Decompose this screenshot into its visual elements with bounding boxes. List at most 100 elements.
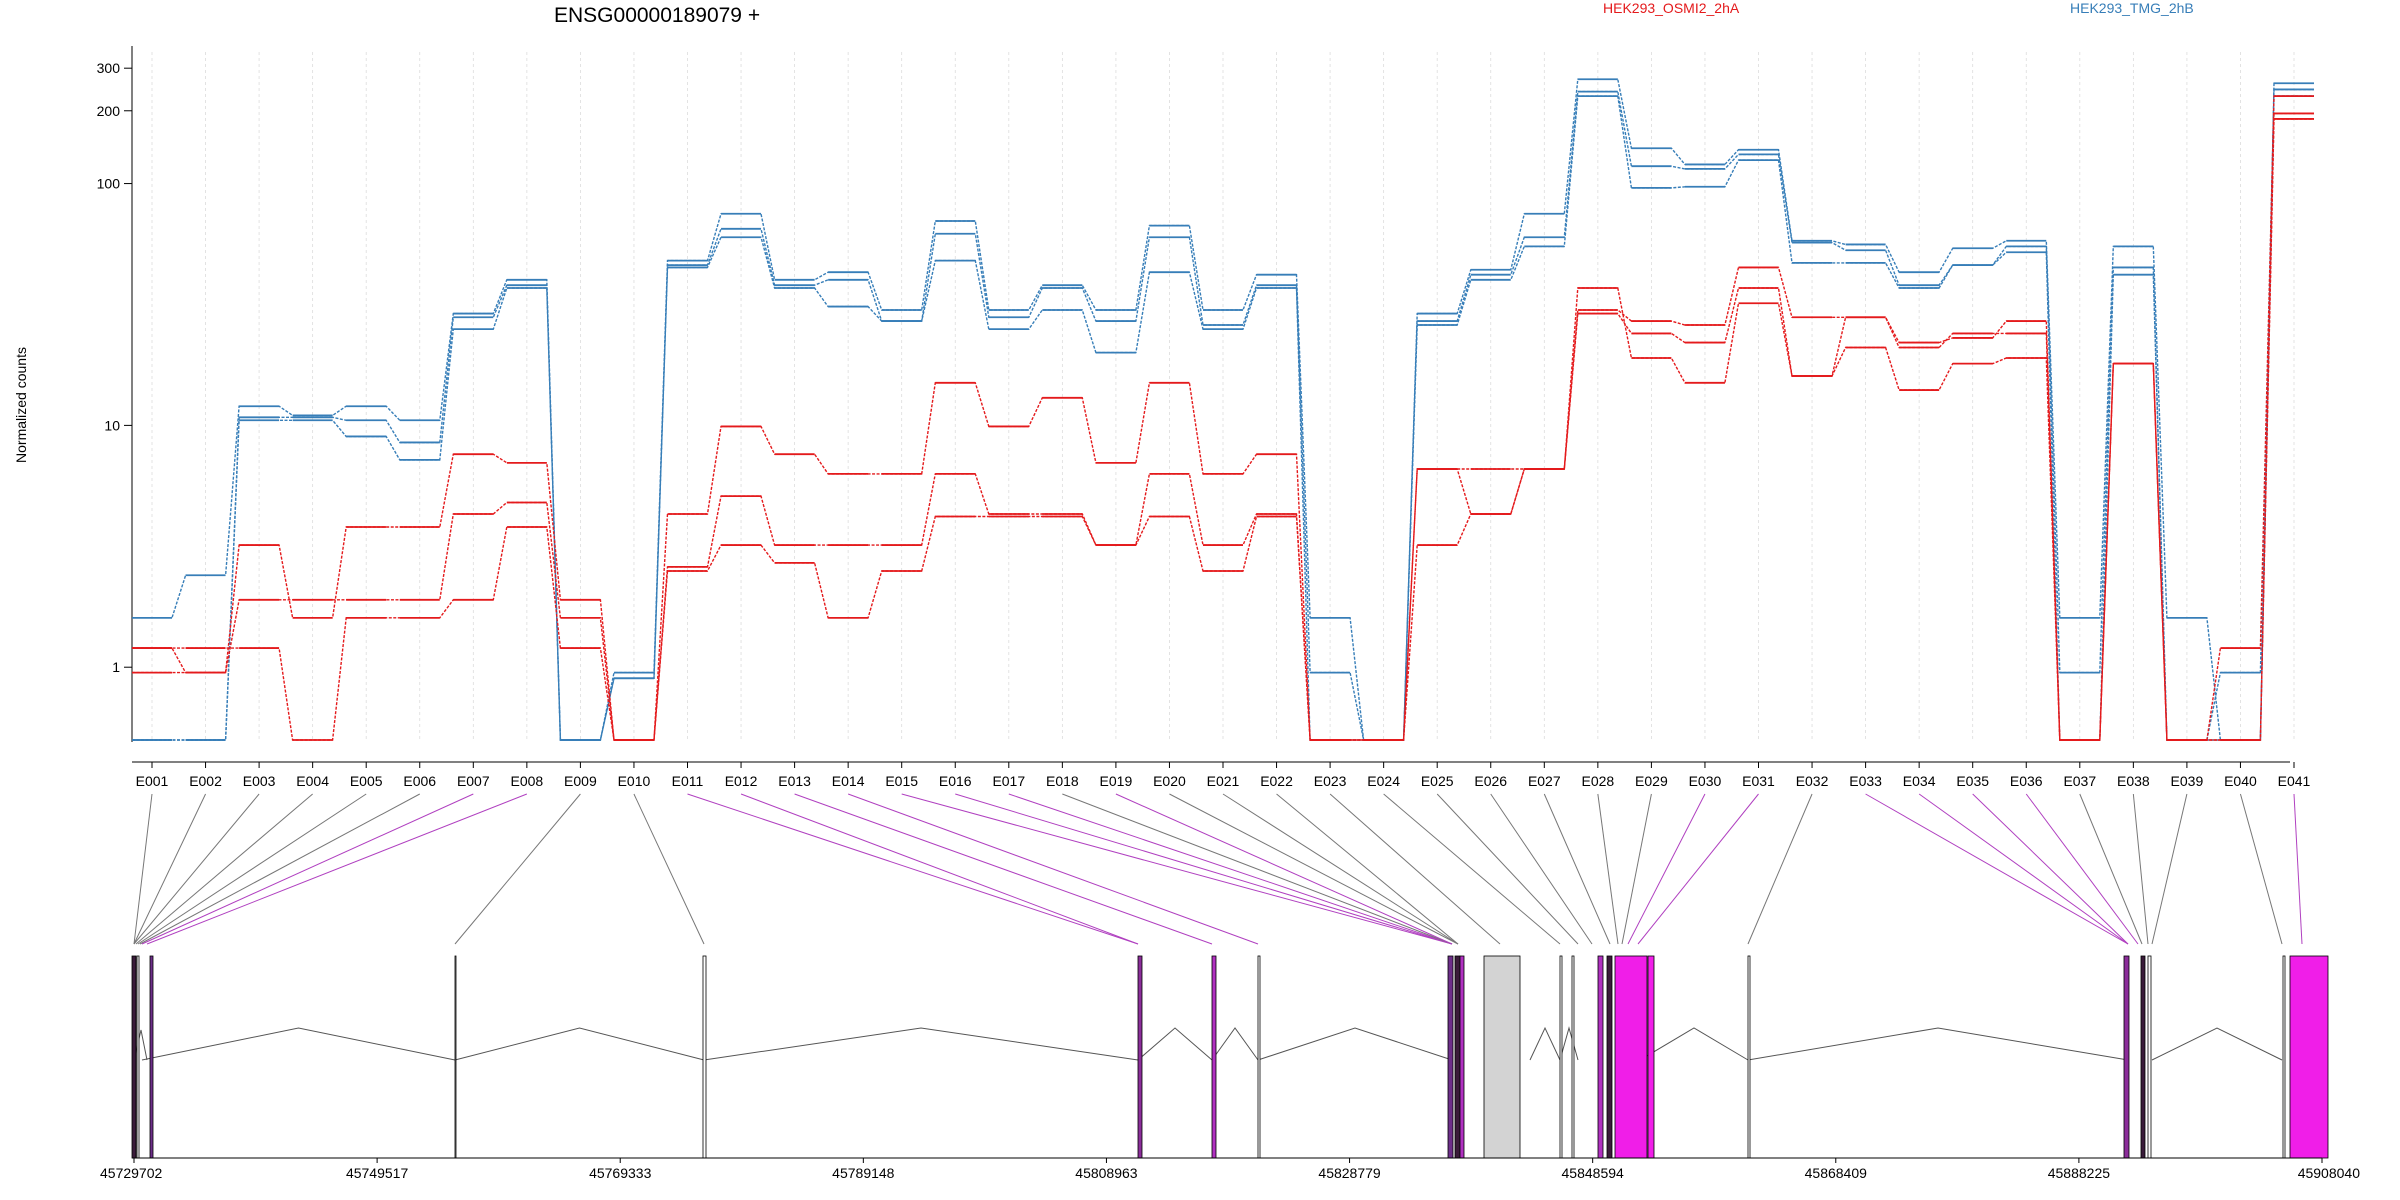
exon-label-e040: E040	[2224, 773, 2257, 789]
y-axis-label: Normalized counts	[13, 347, 29, 463]
coord-label: 45828779	[1318, 1165, 1381, 1181]
genomic-coordinate-axis: 45729702 45749517 45769333 45789148 45808963…	[100, 1157, 2361, 1181]
exon-label-e041: E041	[2278, 773, 2311, 789]
exon-connector	[1865, 793, 2129, 945]
exon-connector	[1972, 793, 2129, 945]
exon-block	[2282, 955, 2286, 1159]
exon-block	[1614, 955, 1648, 1159]
exon-label-e014: E014	[832, 773, 865, 789]
exon-connector	[1222, 793, 1459, 945]
exon-connector	[901, 793, 1453, 945]
exon-label-e009: E009	[564, 773, 597, 789]
series-layer	[132, 78, 2314, 741]
exon-connector	[137, 793, 367, 945]
exon-block	[1606, 955, 1613, 1159]
intron-line	[1137, 1027, 1213, 1061]
exon-connector	[1918, 793, 2129, 945]
coord-label: 45769333	[589, 1165, 652, 1181]
exon-block	[1447, 955, 1454, 1159]
exon-label-e032: E032	[1796, 773, 1829, 789]
coord-label: 45749517	[346, 1165, 409, 1181]
chart-title: ENSG00000189079 +	[554, 4, 760, 27]
legend-label-osmi2: HEK293_OSMI2_2hA	[1603, 0, 1740, 16]
y-tick-label: 200	[97, 103, 121, 119]
exon-block	[1597, 955, 1604, 1159]
exon-label-e027: E027	[1528, 773, 1561, 789]
intron-line	[1529, 1026, 1561, 1061]
intron-line	[141, 1027, 456, 1061]
exon-label-e002: E002	[189, 773, 222, 789]
exon-label-e037: E037	[2063, 773, 2096, 789]
coord-label: 45808963	[1075, 1165, 1138, 1181]
intron-line	[703, 1027, 1139, 1061]
series-6	[132, 118, 2314, 741]
exon-block	[1647, 955, 1655, 1159]
exon-connector	[1621, 793, 1652, 945]
y-axis: 1 10 100 200 300	[97, 46, 133, 742]
exon-connector	[1543, 793, 1611, 945]
exon-connector	[1115, 793, 1453, 945]
exon-connector	[1436, 793, 1579, 945]
gene-model	[131, 955, 2329, 1159]
y-tick-label: 1	[112, 659, 120, 675]
exon-block	[2147, 955, 2152, 1159]
exon-connector	[135, 793, 313, 945]
legend-label-tmg: HEK293_TMG_2hB	[2070, 0, 2194, 16]
exon-connector	[133, 793, 207, 945]
series-line	[132, 95, 2314, 741]
exon-label-e008: E008	[510, 773, 543, 789]
exon-label-e007: E007	[457, 773, 490, 789]
exon-connector	[1008, 793, 1453, 945]
exon-label-e015: E015	[885, 773, 918, 789]
exon-connector	[2293, 793, 2303, 945]
intron-line	[1639, 1027, 1749, 1061]
exon-connector	[1490, 793, 1593, 945]
exon-label-e023: E023	[1314, 773, 1347, 789]
exon-label-e004: E004	[296, 773, 329, 789]
exon-block	[1137, 955, 1143, 1159]
series-line	[132, 118, 2314, 741]
exon-connector	[2079, 793, 2143, 945]
exon-label-e016: E016	[939, 773, 972, 789]
exon-block	[2289, 955, 2329, 1159]
exon-label-e030: E030	[1689, 773, 1722, 789]
exon-connector	[1597, 793, 1619, 945]
exon-block	[702, 955, 707, 1159]
exon-label-e017: E017	[992, 773, 1025, 789]
exon-connector	[141, 793, 474, 945]
coord-label: 45868409	[1805, 1165, 1868, 1181]
exon-connector	[139, 793, 420, 945]
exon-connector	[740, 793, 1139, 945]
exon-label-e012: E012	[725, 773, 758, 789]
exon-label-e011: E011	[672, 773, 704, 789]
exon-label-e022: E022	[1260, 773, 1293, 789]
exon-label-e038: E038	[2117, 773, 2150, 789]
exon-label-e036: E036	[2010, 773, 2043, 789]
exon-block	[2140, 955, 2146, 1159]
exon-connector	[2151, 793, 2188, 945]
coord-label: 45908040	[2298, 1165, 2361, 1181]
exon-label-e029: E029	[1635, 773, 1668, 789]
exon-connector	[1329, 793, 1501, 945]
exon-connector	[1383, 793, 1561, 945]
exon-block	[1559, 955, 1563, 1159]
exon-label-e010: E010	[618, 773, 651, 789]
exon-block	[149, 955, 154, 1159]
exon-connector	[1062, 793, 1453, 945]
intron-line	[1747, 1027, 2129, 1061]
exon-label-e005: E005	[350, 773, 383, 789]
exon-connector	[1276, 793, 1459, 945]
exon-label-e019: E019	[1100, 773, 1133, 789]
exon-connector	[955, 793, 1453, 945]
intron-line	[1211, 1027, 1259, 1061]
exon-connector	[2025, 793, 2139, 945]
exon-block	[1571, 955, 1575, 1159]
y-tick-label: 10	[104, 417, 120, 433]
grid-lines	[151, 52, 2295, 740]
exon-connectors	[133, 793, 2303, 945]
coord-label: 45848594	[1562, 1165, 1625, 1181]
exon-connector	[133, 793, 153, 945]
exon-connector	[1169, 793, 1459, 945]
exon-block	[136, 955, 140, 1159]
